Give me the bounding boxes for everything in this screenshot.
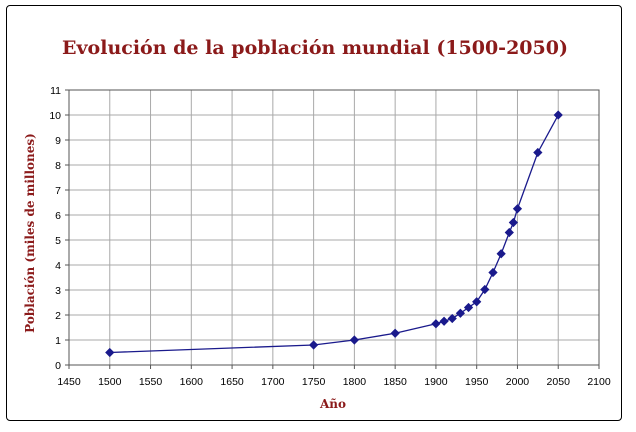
data-point xyxy=(496,249,506,259)
data-point xyxy=(480,284,490,295)
y-tick-label: 6 xyxy=(55,210,61,222)
plot-area xyxy=(68,89,600,366)
x-tick-label: 1600 xyxy=(180,376,204,388)
data-point xyxy=(390,328,400,338)
data-point xyxy=(463,302,474,313)
x-tick-label: 1900 xyxy=(424,376,448,388)
x-tick-label: 1800 xyxy=(343,376,367,388)
data-point xyxy=(533,147,543,158)
data-point xyxy=(472,297,482,307)
y-axis-label: Población (miles de millones) xyxy=(23,133,37,333)
x-tick-label: 1650 xyxy=(220,376,244,388)
y-tick-label: 4 xyxy=(55,260,61,272)
data-point xyxy=(512,204,523,214)
y-tick-label: 5 xyxy=(55,235,61,247)
tick-labels: 1450 1500 1550 1600 1650 1700 1750 1800 1850 1900… xyxy=(49,85,611,388)
chart-title: Evolución de la población mundial (1500-… xyxy=(62,37,568,59)
x-tick-label: 1850 xyxy=(383,376,407,388)
data-point xyxy=(553,110,563,120)
data-point xyxy=(447,313,457,324)
y-tick-label: 11 xyxy=(50,85,61,97)
x-tick-label: 1550 xyxy=(139,376,163,388)
data-point xyxy=(504,227,514,238)
y-tick-label: 0 xyxy=(55,360,61,372)
series-layer xyxy=(105,110,563,358)
data-point xyxy=(455,308,466,318)
series-line xyxy=(109,114,559,354)
x-tick-label: 1950 xyxy=(465,376,489,388)
y-tick-label: 9 xyxy=(55,135,61,147)
chart-svg: Evolución de la población mundial (1500-… xyxy=(23,37,611,411)
data-point xyxy=(488,267,498,278)
data-point xyxy=(431,319,441,329)
x-tick-label: 2050 xyxy=(547,376,571,388)
y-tick-label: 10 xyxy=(49,110,61,122)
data-point xyxy=(439,316,449,326)
x-tick-label: 1750 xyxy=(302,376,326,388)
y-tick-label: 7 xyxy=(55,185,61,197)
y-tick-label: 8 xyxy=(55,160,61,172)
x-tick-label: 1700 xyxy=(261,376,285,388)
y-tick-label: 3 xyxy=(55,285,61,297)
data-point xyxy=(308,340,319,350)
x-axis-label: Año xyxy=(319,397,346,411)
grid-layer xyxy=(65,89,600,369)
data-point xyxy=(508,217,519,228)
x-tick-label: 2100 xyxy=(587,376,611,388)
y-tick-label: 1 xyxy=(55,335,61,347)
chart-frame: Evolución de la población mundial (1500-… xyxy=(6,5,622,421)
x-tick-label: 2000 xyxy=(506,376,530,388)
x-tick-label: 1450 xyxy=(57,376,81,388)
data-point xyxy=(105,347,115,358)
y-tick-label: 2 xyxy=(55,310,61,322)
x-tick-label: 1500 xyxy=(98,376,122,388)
data-point xyxy=(349,335,360,345)
